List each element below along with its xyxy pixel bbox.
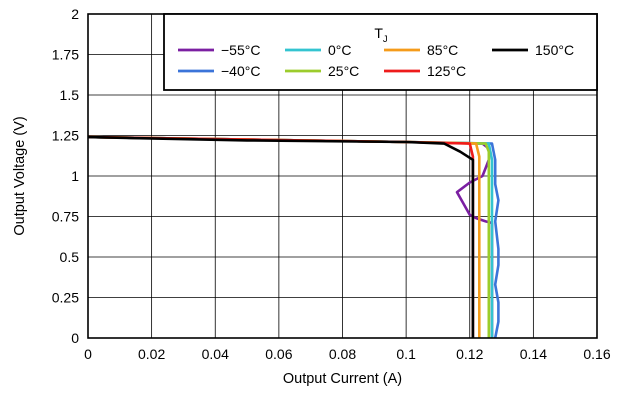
x-tick-label: 0.06 (265, 346, 292, 362)
y-tick-label: 1.25 (52, 128, 79, 144)
y-tick-label: 2 (71, 6, 79, 22)
y-tick-label: 0.5 (60, 249, 80, 265)
legend-title: TJ (374, 25, 388, 45)
x-tick-label: 0.1 (396, 346, 416, 362)
y-tick-label: 0 (71, 330, 79, 346)
x-tick-label: 0.14 (520, 346, 547, 362)
x-tick-label: 0.04 (202, 346, 229, 362)
legend-entry-label: −40°C (221, 63, 260, 79)
x-tick-label: 0.12 (456, 346, 483, 362)
x-axis-label: Output Current (A) (283, 371, 402, 387)
legend-box (163, 13, 598, 91)
x-tick-label: 0 (84, 346, 92, 362)
x-tick-label: 0.08 (329, 346, 356, 362)
y-tick-labels: 0 0.25 0.5 0.75 1 1.25 1.5 1.75 2 (52, 6, 79, 346)
x-tick-labels: 0 0.02 0.04 0.06 0.08 0.1 0.12 0.14 0.16 (84, 346, 611, 362)
x-tick-label: 0.02 (138, 346, 165, 362)
plot-lines (87, 135, 500, 339)
y-axis-label: Output Voltage (V) (12, 116, 28, 235)
legend-entry-label: 0°C (328, 42, 352, 58)
legend-entry-label: 150°C (535, 42, 574, 58)
y-tick-label: 0.25 (52, 290, 79, 306)
y-tick-label: 1.5 (60, 87, 80, 103)
x-tick-label: 0.16 (583, 346, 610, 362)
legend-entry-label: −55°C (221, 42, 260, 58)
series-line (87, 135, 475, 338)
legend-entry-label: 25°C (328, 63, 359, 79)
y-tick-label: 0.75 (52, 209, 79, 225)
legend: TJ −55°C −40°C 0°C 25°C 85°C 125°C 150°C (163, 13, 598, 91)
legend-entry-label: 125°C (427, 63, 466, 79)
y-tick-label: 1 (71, 168, 79, 184)
series-line (87, 135, 500, 339)
y-tick-label: 1.75 (52, 47, 79, 63)
legend-entry-label: 85°C (427, 42, 458, 58)
